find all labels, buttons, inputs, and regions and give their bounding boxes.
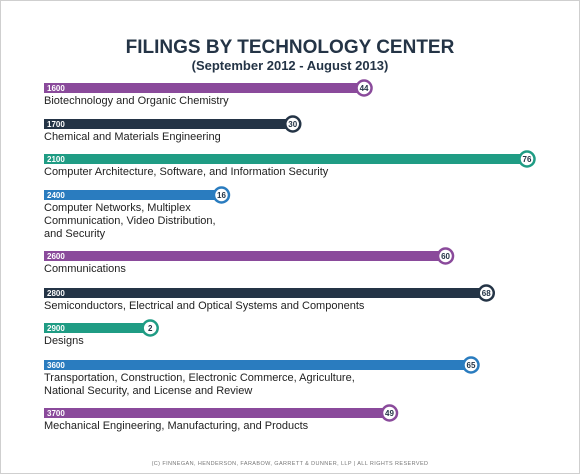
bar: [44, 408, 390, 418]
value-badge: [141, 319, 159, 337]
value-badge: [462, 356, 480, 374]
value-label: 76: [523, 155, 532, 164]
category-label: and Security: [44, 228, 106, 240]
bar: [44, 119, 293, 129]
value-label: 44: [360, 84, 369, 93]
value-badge: [380, 404, 399, 422]
tech-center-code: 2900: [47, 324, 65, 333]
category-label: Communications: [44, 263, 126, 275]
value-label: 60: [441, 252, 450, 261]
tech-center-code: 2400: [47, 191, 65, 200]
category-label: Biotechnology and Organic Chemistry: [44, 95, 229, 107]
tech-center-code: 2100: [47, 155, 65, 164]
category-label: Mechanical Engineering, Manufacturing, a…: [44, 420, 309, 432]
value-badge: [477, 284, 496, 302]
value-badge: [355, 79, 373, 97]
tech-center-code: 1700: [47, 120, 65, 129]
value-label: 65: [467, 361, 476, 370]
category-label: National Security, and License and Revie…: [44, 385, 252, 397]
tech-center-code: 3600: [47, 361, 65, 370]
value-label: 2: [148, 324, 153, 333]
value-badge: [436, 247, 455, 265]
category-label: Computer Networks, Multiplex: [44, 202, 191, 214]
tech-center-code: 1600: [47, 84, 65, 93]
bar: [44, 154, 527, 164]
tech-center-code: 2800: [47, 289, 65, 298]
category-label: Computer Architecture, Software, and Inf…: [44, 166, 329, 178]
bar: [44, 360, 471, 370]
category-label: Designs: [44, 335, 84, 347]
category-label: Transportation, Construction, Electronic…: [44, 372, 355, 384]
category-label: Communication, Video Distribution,: [44, 215, 216, 227]
tech-center-code: 2600: [47, 252, 65, 261]
value-label: 68: [482, 289, 491, 298]
footer: (C) FINNEGAN, HENDERSON, FARABOW, GARRET…: [152, 461, 429, 467]
category-label: Semiconductors, Electrical and Optical S…: [44, 300, 365, 312]
bar: [44, 323, 151, 333]
category-label: Chemical and Materials Engineering: [44, 131, 221, 143]
value-label: 30: [288, 120, 297, 129]
value-label: 49: [385, 409, 394, 418]
bar: [44, 83, 365, 93]
bar: [44, 288, 487, 298]
tech-center-code: 3700: [47, 409, 65, 418]
value-label: 16: [217, 191, 226, 200]
value-badge: [284, 115, 302, 133]
bar: [44, 251, 446, 261]
value-badge: [518, 150, 536, 168]
chart-title: FILINGS BY TECHNOLOGY CENTER: [126, 37, 455, 58]
value-badge: [212, 186, 231, 204]
chart-subtitle: (September 2012 - August 2013): [192, 58, 389, 73]
bar: [44, 190, 222, 200]
